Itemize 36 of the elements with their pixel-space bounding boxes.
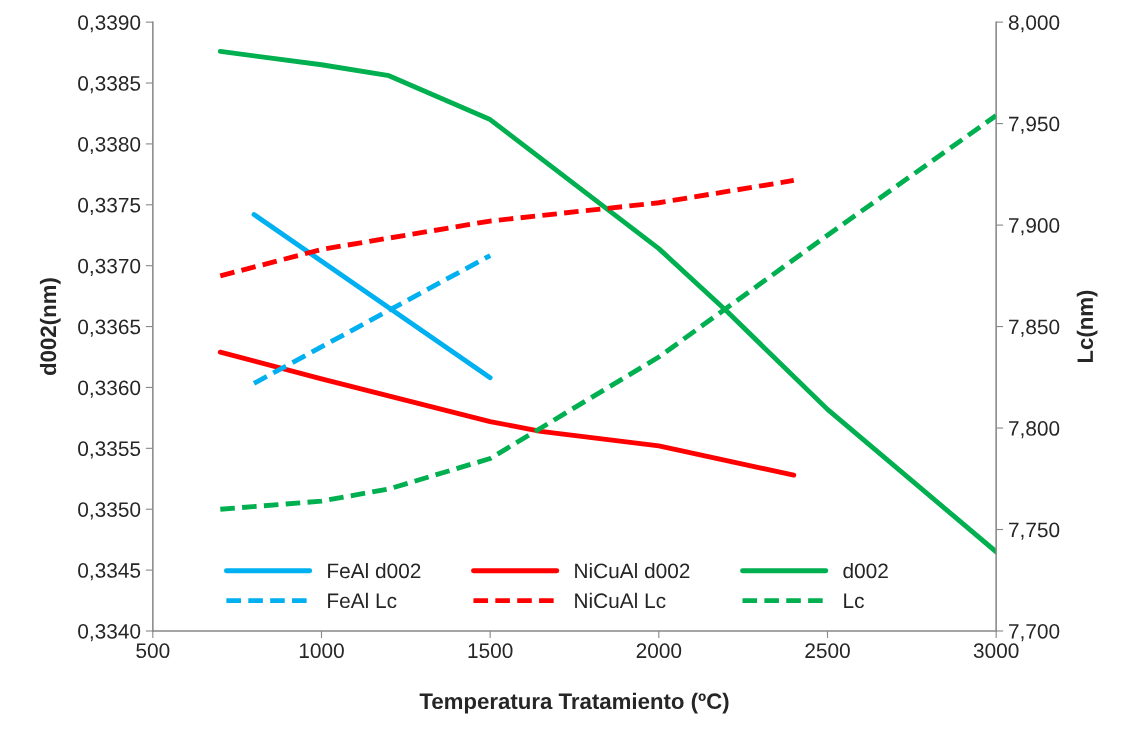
y-tick-label: 0,3385 xyxy=(78,76,141,94)
y-tick-label: 0,3370 xyxy=(78,258,141,276)
y-tick-label: 0,3365 xyxy=(78,319,141,337)
y2-tick-label: 7,800 xyxy=(1009,421,1060,439)
y2-axis-title: Lc(nm) xyxy=(1076,290,1098,363)
line-series xyxy=(217,48,997,555)
x-tick-label: 2500 xyxy=(805,643,850,659)
x-tick-label: 500 xyxy=(136,643,170,659)
legend-label: NiCuAl Lc xyxy=(575,592,666,609)
y2-tick-label: 7,750 xyxy=(1009,522,1060,540)
x-tick-label: 2000 xyxy=(636,643,682,659)
y-axis-title: d002(nm) xyxy=(39,278,61,376)
y-tick-label: 0,3375 xyxy=(78,197,141,216)
y2-tick-label: 7,850 xyxy=(1009,319,1060,337)
legend-label: FeAl Lc xyxy=(328,592,397,609)
legend-label: NiCuAl d002 xyxy=(575,562,690,579)
y2-tick-label: 8,000 xyxy=(1008,15,1060,33)
y2-tick-label: 7,900 xyxy=(1009,218,1060,236)
x-tick-label: 1500 xyxy=(468,643,513,659)
y-tick-label: 0,3350 xyxy=(78,502,141,520)
legend-label: d002 xyxy=(843,562,888,579)
y2-tick-label: 7,700 xyxy=(1009,623,1060,642)
x-axis-title: Temperatura Tratamiento (ºC) xyxy=(419,692,729,714)
x-tick-label: 3000 xyxy=(973,643,1019,659)
y-tick-label: 0,3355 xyxy=(78,441,141,459)
y-tick-label: 0,3390 xyxy=(78,15,141,33)
legend-label: FeAl d002 xyxy=(328,562,421,579)
line-series xyxy=(217,178,797,279)
y-tick-label: 0,3340 xyxy=(78,623,141,642)
y2-tick-label: 7,950 xyxy=(1009,116,1060,134)
legend-label: Lc xyxy=(844,593,864,609)
y-tick-label: 0,3360 xyxy=(78,380,141,398)
x-tick-label: 1000 xyxy=(299,643,344,659)
y-tick-label: 0,3380 xyxy=(78,136,141,155)
line-series xyxy=(217,349,797,478)
y-tick-label: 0,3345 xyxy=(78,563,141,581)
